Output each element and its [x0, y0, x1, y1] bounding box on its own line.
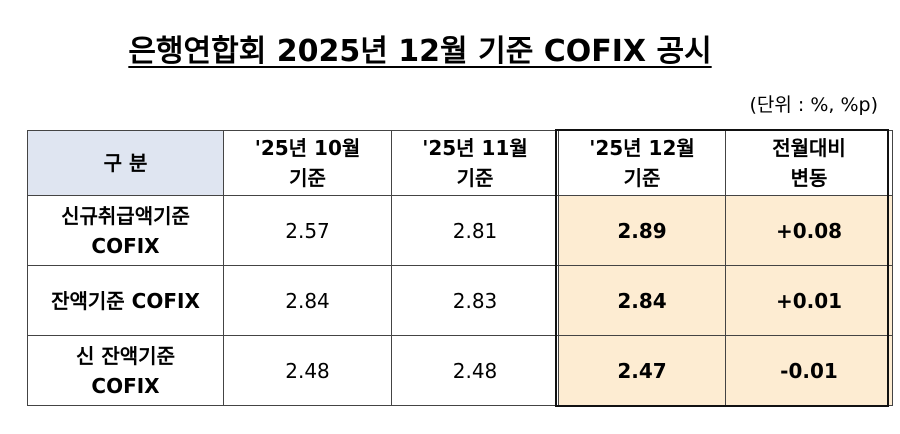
column-header: '25년 11월 기준 — [391, 130, 559, 196]
rate-cell: 2.47 — [558, 335, 726, 406]
row-label: 잔액기준 COFIX — [27, 265, 224, 336]
rate-cell: -0.01 — [725, 335, 893, 406]
column-header: 구 분 — [27, 130, 224, 196]
header-row: 구 분 '25년 10월 기준 '25년 11월 기준 '25년 12월 기준 전월대비… — [27, 130, 893, 196]
title-text: 은행연합회 2025년 12월 기준 COFIX 공시 — [128, 34, 712, 69]
rate-cell: 2.84 — [223, 265, 392, 336]
unit-note: (단위 : %, %p) — [749, 94, 878, 116]
rate-cell: 2.48 — [223, 335, 392, 406]
row-label: 신 잔액기준 COFIX — [27, 335, 224, 406]
column-header: 전월대비 변동 — [725, 130, 893, 196]
rate-cell: 2.83 — [391, 265, 559, 336]
rate-cell: 2.84 — [558, 265, 726, 336]
table-row: 신 잔액기준 COFIX 2.48 2.48 2.47 -0.01 — [27, 335, 893, 406]
title: 은행연합회 2025년 12월 기준 COFIX 공시 — [0, 26, 840, 70]
table-body: 신규취급액기준 COFIX 2.57 2.81 2.89 +0.08 잔액기준 COFIX… — [27, 195, 893, 406]
rate-cell: 2.81 — [391, 195, 559, 266]
table-row: 신규취급액기준 COFIX 2.57 2.81 2.89 +0.08 — [27, 195, 893, 266]
column-header: '25년 12월 기준 — [558, 130, 726, 196]
cofix-table: 구 분 '25년 10월 기준 '25년 11월 기준 '25년 12월 기준 전월대비… — [27, 130, 893, 406]
rate-cell: 2.89 — [558, 195, 726, 266]
rate-cell: +0.08 — [725, 195, 893, 266]
column-header: '25년 10월 기준 — [223, 130, 392, 196]
rate-cell: 2.48 — [391, 335, 559, 406]
table-row: 잔액기준 COFIX 2.84 2.83 2.84 +0.01 — [27, 265, 893, 336]
rate-cell: +0.01 — [725, 265, 893, 336]
row-label: 신규취급액기준 COFIX — [27, 195, 224, 266]
rate-cell: 2.57 — [223, 195, 392, 266]
